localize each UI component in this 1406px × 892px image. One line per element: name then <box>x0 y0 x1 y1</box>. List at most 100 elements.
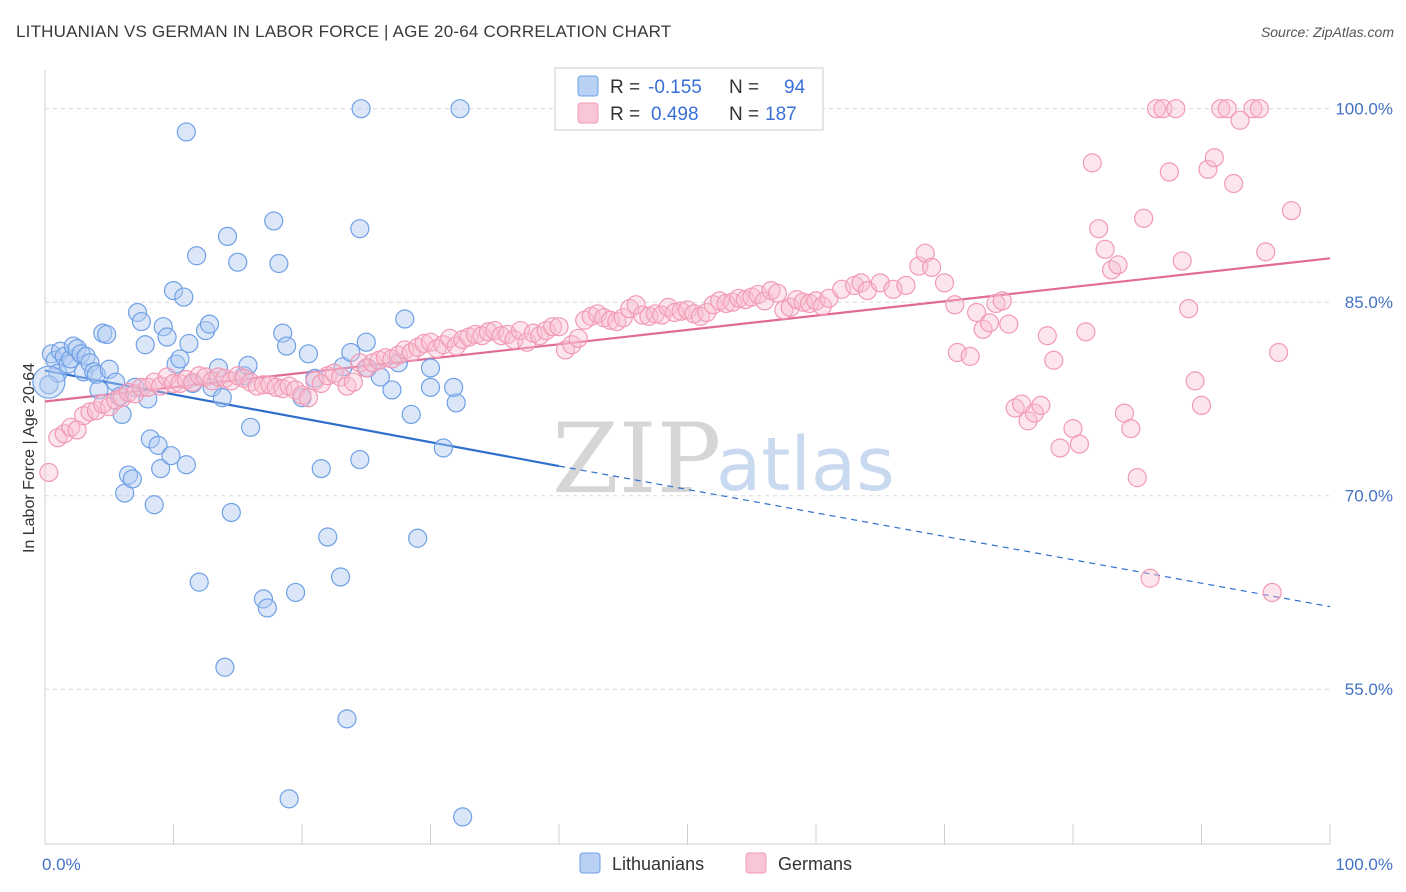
german-point-168 <box>1179 299 1199 319</box>
y-tick-label-0: 100.0% <box>1335 100 1393 119</box>
lithuanian-point-5 <box>58 354 78 374</box>
german-point-11 <box>112 388 132 408</box>
lithuanian-point-53 <box>221 502 241 523</box>
lithuanian-point-27 <box>131 311 151 332</box>
german-point-175 <box>1224 173 1244 194</box>
lithuanian-point-60 <box>264 211 284 231</box>
german-point-91 <box>626 295 646 315</box>
german-point-113 <box>767 283 788 303</box>
y-tick-label-2: 70.0% <box>1345 487 1393 506</box>
lithuanian-point-14 <box>86 364 107 385</box>
lithuanian-point-54 <box>228 252 248 272</box>
german-point-170 <box>1191 395 1212 415</box>
lithuanian-point-37 <box>163 280 184 301</box>
lithuanian-point-large <box>32 365 66 399</box>
german-point-151 <box>1069 434 1090 454</box>
lithuanian-point-79 <box>395 309 415 329</box>
german-point-154 <box>1089 219 1109 239</box>
german-point-153 <box>1082 153 1102 173</box>
lithuanian-point-42 <box>179 333 199 354</box>
german-point-172 <box>1204 148 1224 168</box>
lithuanian-point-86 <box>453 807 473 827</box>
lithuanian-point-83 <box>446 393 466 413</box>
y-tick-label-1: 85.0% <box>1345 293 1393 312</box>
lithuanian-point-34 <box>153 317 173 337</box>
german-point-161 <box>1134 208 1154 228</box>
x-tick-label-0: 0.0% <box>42 855 81 874</box>
german-point-14 <box>131 377 151 397</box>
lithuanian-point-77 <box>382 380 402 400</box>
lithuanian-point-17 <box>97 324 117 345</box>
lithuanian-point-75 <box>350 219 370 239</box>
german-point-115 <box>780 297 800 317</box>
lithuanian-point-44 <box>187 246 207 266</box>
lithuanian-point-89 <box>351 99 371 119</box>
lithuanian-point-24 <box>122 469 142 489</box>
german-point-128 <box>896 275 916 296</box>
y-tick-label-3: 55.0% <box>1345 680 1393 699</box>
chart-title: LITHUANIAN VS GERMAN IN LABOR FORCE | AG… <box>16 22 672 41</box>
watermark-atlas: atlas <box>716 422 895 508</box>
german-point-79 <box>549 317 569 337</box>
lithuanian-point-57 <box>241 417 261 437</box>
german-point-0 <box>39 462 59 483</box>
gridlines <box>45 108 1330 690</box>
legend-r-label-2: R = <box>610 104 640 125</box>
legend-r-value-2: 0.498 <box>651 104 699 125</box>
german-point-102 <box>697 302 717 323</box>
german-point-146 <box>1031 395 1051 415</box>
german-point-147 <box>1037 326 1057 346</box>
german-point-12 <box>118 382 139 403</box>
lithuanian-point-36 <box>161 446 181 466</box>
german-point-145 <box>1024 403 1045 423</box>
lithuanian-point-91 <box>176 122 196 142</box>
lithuanian-point-84 <box>433 438 453 458</box>
y-tick-labels: 100.0% 85.0% 70.0% 55.0% <box>1335 100 1393 700</box>
german-point-127 <box>883 279 903 299</box>
legend-n-label-1: N = <box>729 77 759 98</box>
german-point-135 <box>960 346 980 366</box>
lithuanian-point-59 <box>257 598 277 618</box>
german-point-70 <box>491 326 511 346</box>
lithuanian-point-28 <box>135 335 155 355</box>
german-point-23 <box>189 366 209 386</box>
german-point-156 <box>1101 260 1122 280</box>
german-point-78 <box>542 317 563 337</box>
german-point-131 <box>922 257 942 277</box>
german-point-173 <box>1211 99 1231 119</box>
lithuanian-point-80 <box>401 404 421 425</box>
bottom-legend-swatch-lithuanians <box>579 852 601 874</box>
german-point-4 <box>67 420 87 440</box>
german-point-160 <box>1127 468 1147 488</box>
lithuanian-point-32 <box>148 435 168 455</box>
bottom-legend-swatch-germans <box>745 852 767 874</box>
german-point-174 <box>1217 99 1237 119</box>
german-point-68 <box>478 322 498 342</box>
german-point-140 <box>992 291 1012 311</box>
lithuanian-point-76 <box>356 332 376 352</box>
source-label: Source: ZipAtlas.com <box>1260 24 1394 40</box>
german-point-138 <box>979 313 1000 333</box>
german-point-120 <box>812 296 833 316</box>
lithuanian-point-85 <box>444 377 464 397</box>
x-tick-labels: 0.0% 100.0% <box>42 855 1393 874</box>
german-point-166 <box>1166 99 1186 119</box>
data-points <box>32 99 1302 827</box>
german-point-58 <box>414 333 434 354</box>
lithuanian-point-35 <box>157 327 177 347</box>
german-point-178 <box>1249 99 1269 119</box>
series-legend: Lithuanians Germans <box>579 852 852 874</box>
lithuanian-point-92 <box>39 375 59 395</box>
bottom-legend-germans: Germans <box>778 854 852 874</box>
german-point-148 <box>1044 350 1064 370</box>
german-point-96 <box>658 297 678 317</box>
lithuanian-point-61 <box>269 253 289 274</box>
german-point-105 <box>716 293 736 314</box>
german-point-132 <box>934 273 955 293</box>
lithuanian-point-47 <box>199 314 220 334</box>
german-point-167 <box>1172 251 1192 271</box>
lithuanian-point-70 <box>318 527 338 547</box>
german-point-134 <box>947 342 967 363</box>
german-point-149 <box>1050 438 1070 458</box>
